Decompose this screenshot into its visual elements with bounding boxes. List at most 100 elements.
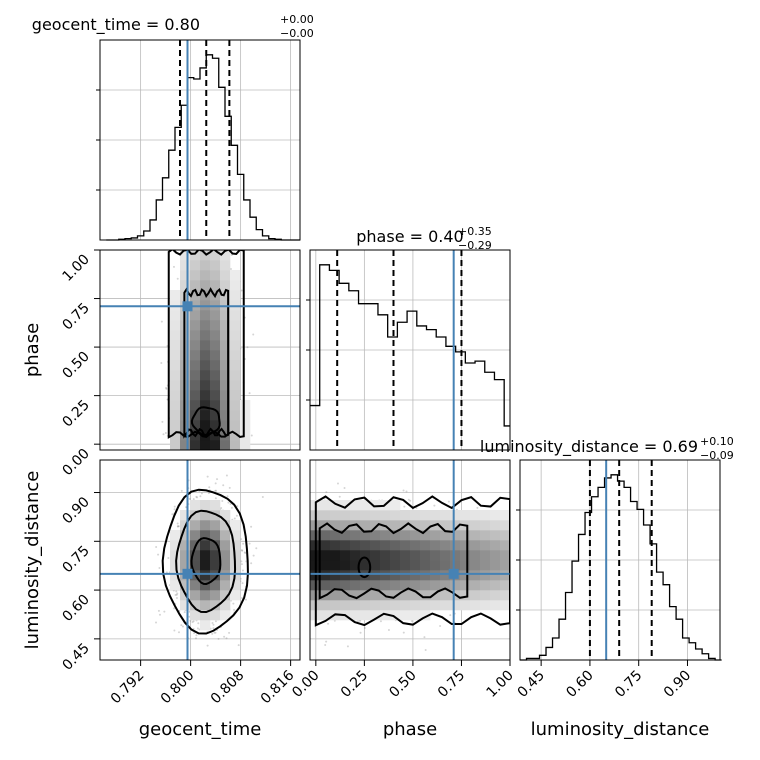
density-cell: [370, 520, 381, 531]
density-cell: [190, 590, 201, 601]
density-cell: [390, 510, 401, 521]
density-cell: [370, 530, 381, 541]
sample-point: [225, 637, 228, 640]
sample-point: [181, 625, 184, 628]
density-cell: [230, 530, 241, 541]
density-cell: [440, 580, 451, 591]
sample-point: [240, 289, 243, 292]
sample-point: [241, 549, 244, 552]
title-geocent-time-main: geocent_time = 0.80: [32, 15, 200, 35]
sample-point: [449, 614, 452, 617]
density-cell: [440, 590, 451, 601]
sample-point: [176, 522, 179, 525]
density-cell: [220, 570, 231, 581]
density-cell: [320, 570, 331, 581]
density-cell: [210, 300, 221, 311]
density-cell: [230, 340, 241, 351]
density-cell: [450, 510, 461, 521]
sample-point: [252, 554, 255, 557]
density-cell: [360, 610, 371, 621]
density-cell: [200, 620, 211, 631]
sample-point: [217, 637, 220, 640]
histogram-luminosity-distance: [520, 460, 722, 661]
density-cell: [200, 540, 211, 551]
density-cell: [210, 570, 221, 581]
sample-point: [233, 517, 236, 520]
density-cell: [200, 270, 211, 281]
density-cell: [180, 560, 191, 571]
sample-point: [233, 608, 236, 611]
sample-point: [158, 613, 161, 616]
sample-point: [407, 498, 410, 501]
density-cell: [180, 540, 191, 551]
density-cell: [220, 260, 231, 271]
sample-point: [199, 495, 202, 498]
density-cell: [200, 440, 211, 450]
density-cell: [470, 530, 481, 541]
density-cell: [200, 570, 211, 581]
density-cell: [180, 580, 191, 591]
sample-point: [214, 497, 217, 500]
sample-point: [242, 542, 245, 545]
sample-point: [215, 489, 218, 492]
sample-point: [232, 602, 235, 605]
density-cell: [400, 560, 411, 571]
density-cell: [470, 570, 481, 581]
density-cell: [240, 440, 251, 450]
density-cell: [230, 520, 241, 531]
sample-point: [338, 495, 341, 498]
sample-point: [363, 627, 366, 630]
sample-point: [439, 624, 442, 627]
density-cell: [170, 340, 181, 351]
density-cell: [330, 570, 341, 581]
density-cell: [320, 510, 331, 521]
density-cell: [230, 590, 241, 601]
density-cell: [350, 560, 361, 571]
density-cell: [340, 580, 351, 591]
title-luminosity-distance-sup: +0.10: [700, 435, 734, 448]
density-cell: [210, 260, 221, 271]
density-cell: [190, 270, 201, 281]
sample-point: [164, 431, 167, 434]
density-cell: [230, 380, 241, 391]
density-cell: [210, 370, 221, 381]
density-cell: [200, 400, 211, 411]
histogram-step-luminosity_distance: [520, 474, 722, 661]
density-cell: [330, 600, 341, 611]
density-cell: [190, 370, 201, 381]
density-cell: [390, 590, 401, 601]
density-cell: [170, 350, 181, 361]
density-cell: [320, 600, 331, 611]
density-cell: [400, 510, 411, 521]
density-cell: [230, 360, 241, 371]
density-cell: [380, 580, 391, 591]
density-cell: [390, 550, 401, 561]
density-cell: [170, 440, 181, 450]
density-cell: [230, 370, 241, 381]
density-cell: [190, 420, 201, 431]
density-cell: [340, 520, 351, 531]
density-cell: [190, 340, 201, 351]
sample-point: [447, 500, 450, 503]
density-cell: [370, 590, 381, 601]
density-cell: [210, 440, 221, 450]
sample-point: [241, 569, 244, 572]
density-cell: [360, 570, 371, 581]
sample-point: [175, 596, 178, 599]
density-cell: [450, 580, 461, 591]
sample-point: [240, 563, 243, 566]
density-cell: [370, 580, 381, 591]
density-cell: [390, 520, 401, 531]
density-cell: [210, 400, 221, 411]
density-cell: [210, 500, 221, 511]
density-cell: [440, 520, 451, 531]
density-cell: [200, 330, 211, 341]
density-cell: [420, 600, 431, 611]
density-cell: [170, 580, 181, 591]
density-cell: [470, 540, 481, 551]
density-cell: [240, 430, 251, 441]
density-cell: [420, 590, 431, 601]
density-cell: [480, 590, 491, 601]
density-cell: [450, 530, 461, 541]
density-cell: [170, 330, 181, 341]
